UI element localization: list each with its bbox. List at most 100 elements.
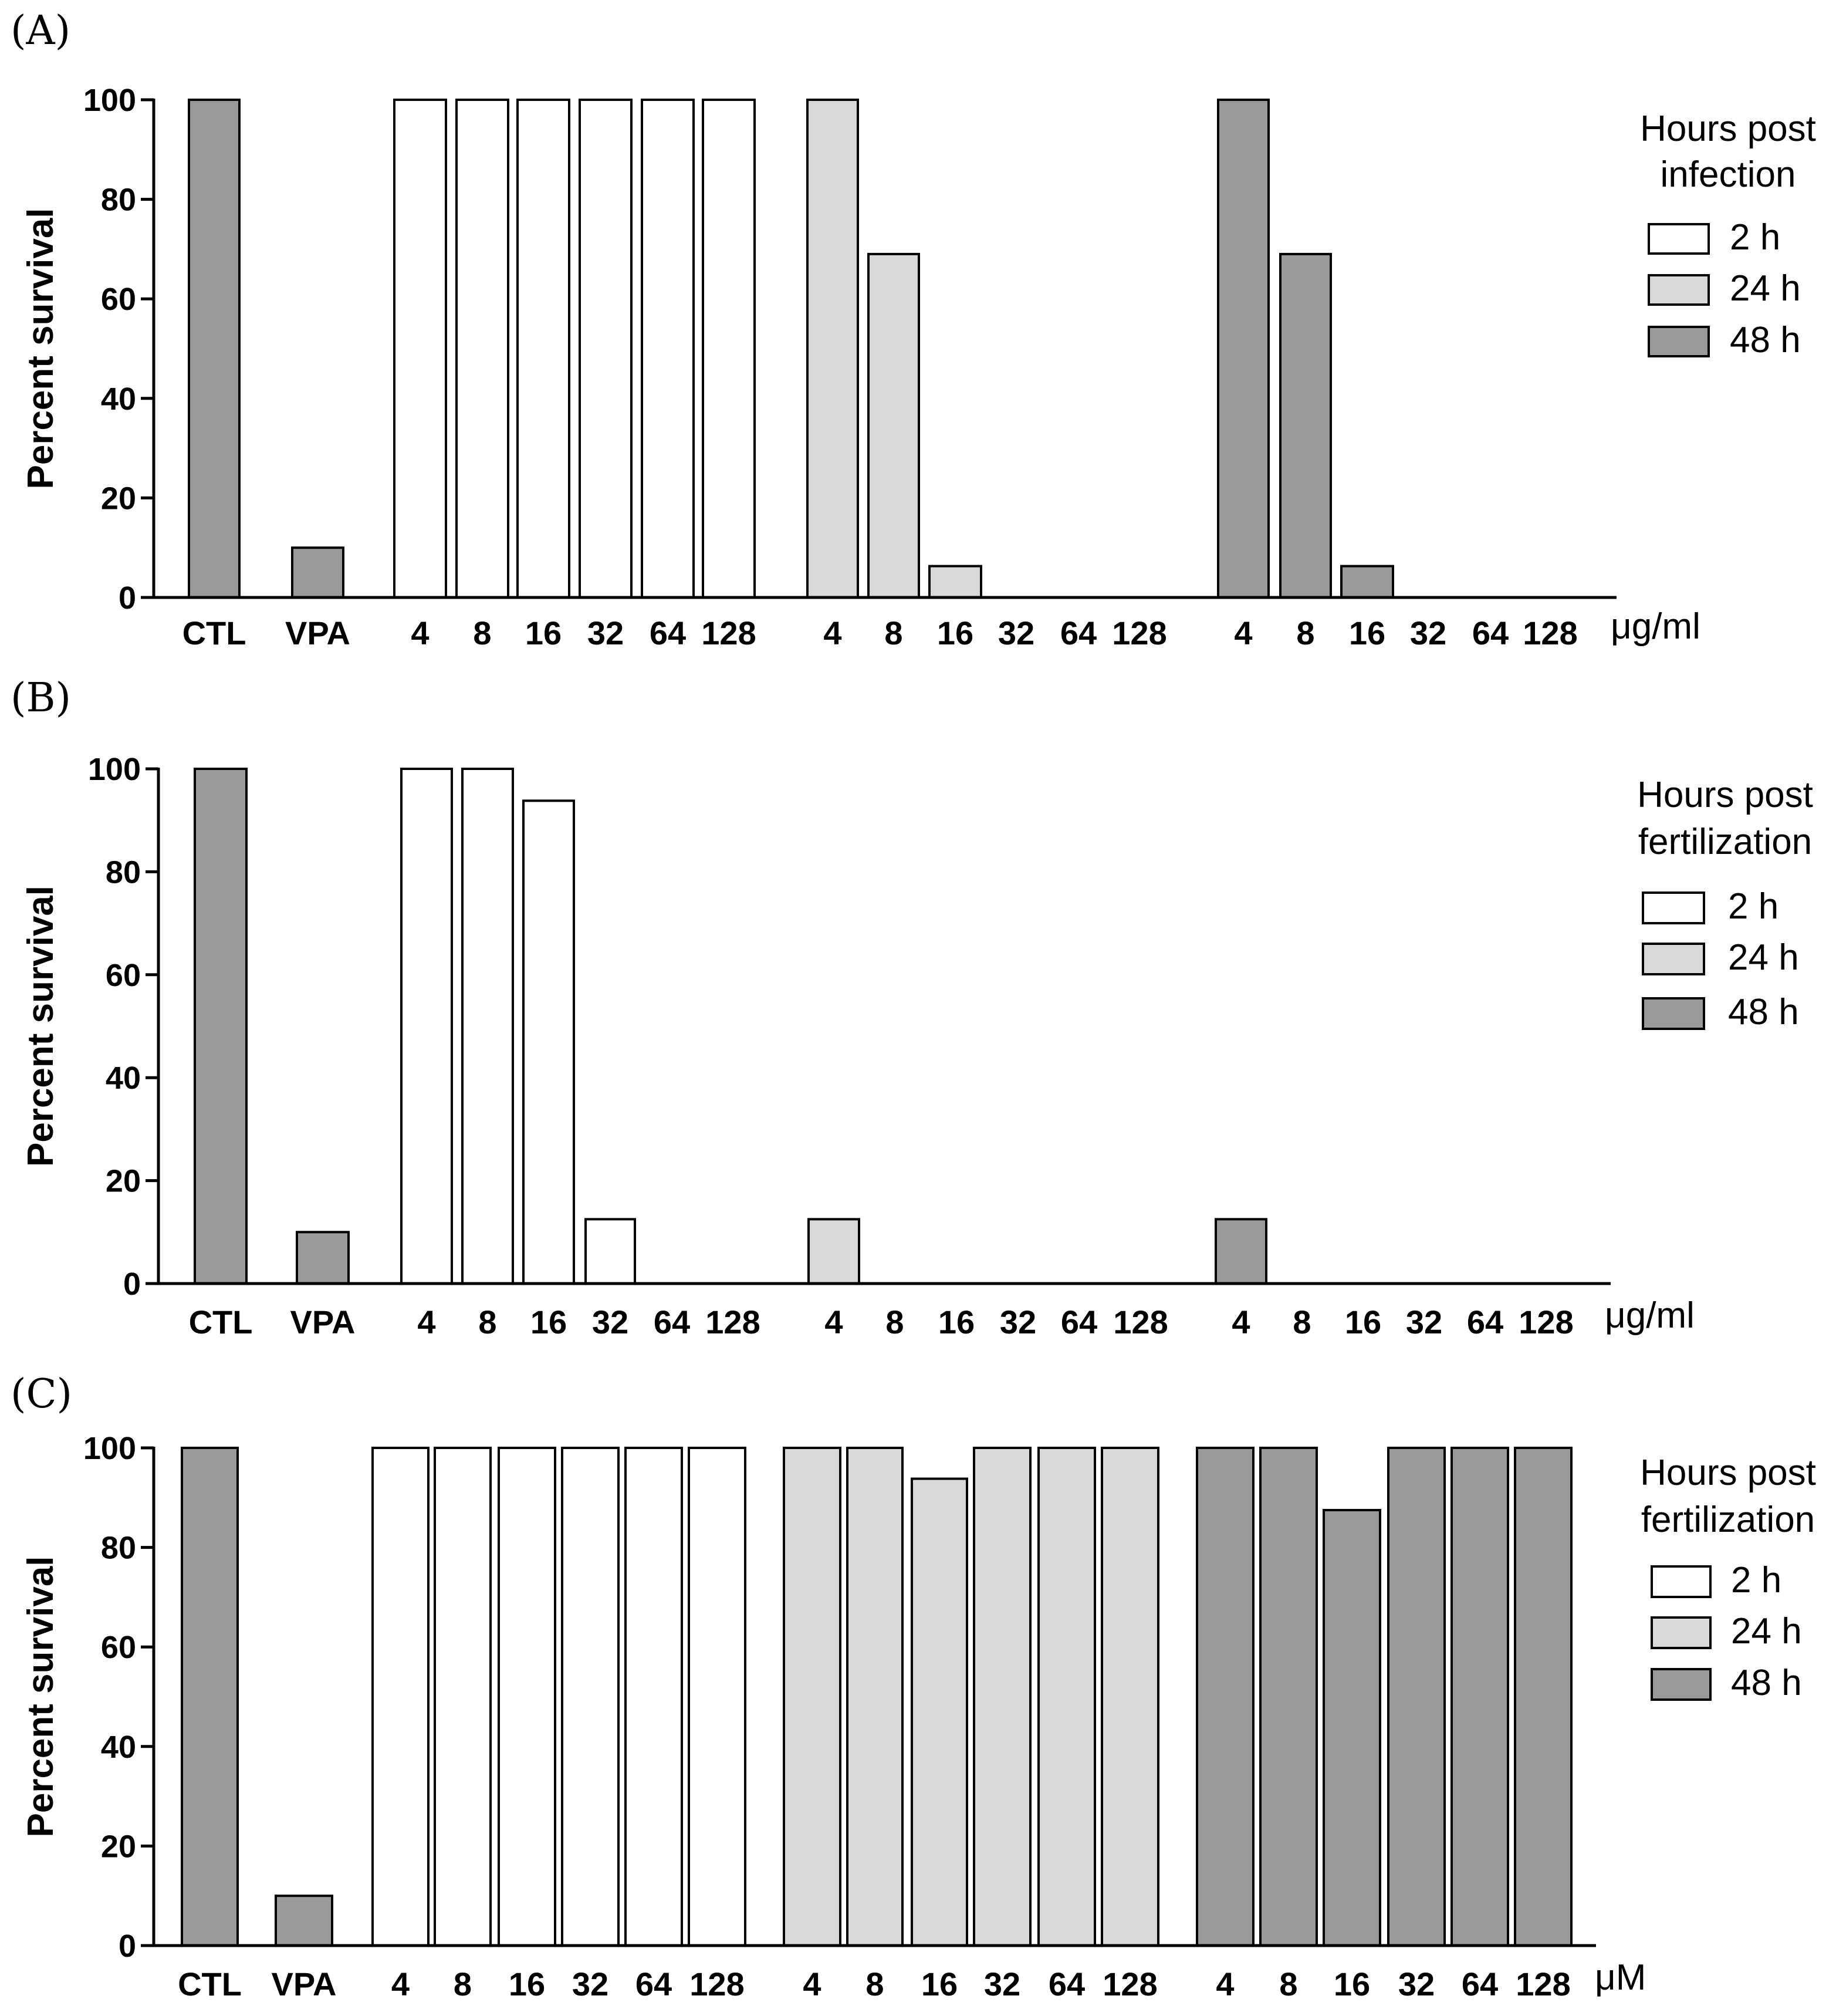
- x-tick-label: 8: [865, 1966, 884, 2003]
- bar-48h-16: [1323, 1509, 1381, 1947]
- bar-control-vpa: [275, 1895, 333, 1947]
- legend-title-line1: Hours post: [1637, 775, 1813, 815]
- bar-control-vpa: [296, 1231, 350, 1285]
- panel-label: (B): [11, 675, 71, 721]
- y-tick-label: 20: [106, 1164, 141, 1199]
- bar-2h-64: [641, 99, 695, 599]
- x-tick-label: 64: [1472, 614, 1509, 651]
- legend-item-label: 48 h: [1731, 1663, 1802, 1703]
- bar-2h-32: [561, 1447, 620, 1947]
- x-tick-label: 16: [937, 614, 973, 651]
- x-tick-label: 64: [1467, 1304, 1503, 1340]
- x-tick-label: 4: [823, 614, 841, 651]
- bar-control-ctl: [188, 99, 241, 599]
- bar-24h-8: [846, 1447, 904, 1947]
- legend-swatch-24h: [1642, 943, 1705, 975]
- x-tick-label: 128: [1519, 1304, 1573, 1340]
- legend: Hours post fertilization 2 h 24 h 48 h: [1637, 775, 1813, 1032]
- bar-2h-32: [579, 99, 633, 599]
- x-tick-label: 32: [998, 614, 1034, 651]
- panel-label: (A): [11, 8, 70, 54]
- x-tick-label: 16: [1334, 1966, 1370, 2003]
- legend-item-label: 48 h: [1730, 320, 1801, 360]
- legend-swatch-2h: [1648, 223, 1710, 255]
- legend-item-label: 24 h: [1728, 937, 1799, 978]
- bar-2h-4: [393, 99, 447, 599]
- legend-title-line1: Hours post: [1640, 109, 1816, 149]
- legend-swatch-24h: [1651, 1616, 1712, 1649]
- y-tick-label: 60: [101, 1630, 136, 1665]
- x-tick-label: 128: [1523, 614, 1577, 651]
- y-axis-title: Percent survival: [21, 886, 61, 1167]
- y-tick-label: 100: [83, 1431, 136, 1466]
- x-tick-label: 8: [1293, 1304, 1311, 1340]
- legend-swatch-2h: [1642, 892, 1705, 924]
- bar-2h-4: [400, 768, 453, 1285]
- x-tick-label: VPA: [290, 1304, 356, 1340]
- bar-control-ctl: [181, 1447, 239, 1947]
- x-tick-label: VPA: [285, 614, 350, 651]
- y-axis-title: Percent survival: [21, 1556, 61, 1837]
- bar-48h-4: [1215, 1218, 1267, 1285]
- x-tick-label: 4: [391, 1966, 410, 2003]
- x-tick-label: 32: [984, 1966, 1020, 2003]
- x-tick-label: 16: [525, 614, 562, 651]
- y-axis-title: Percent survival: [21, 208, 61, 489]
- bar-48h-8: [1259, 1447, 1318, 1947]
- bar-48h-128: [1514, 1447, 1573, 1947]
- legend-title-line2: infection: [1661, 154, 1796, 195]
- bar-24h-4: [806, 99, 859, 599]
- y-tick-label: 80: [106, 855, 141, 890]
- x-tick-label: 16: [530, 1304, 567, 1340]
- x-tick-label: 32: [1000, 1304, 1036, 1340]
- y-tick-label: 80: [101, 1531, 136, 1566]
- x-tick-label: 128: [701, 614, 756, 651]
- x-tick-label: 4: [417, 1304, 435, 1340]
- y-tick-label: 0: [123, 1267, 141, 1302]
- chart-panel-b: (B) CTL VPA 4 8 16 32 64 128 4 8 16 32 64 128 4 8 16 32 64 1…: [11, 675, 1813, 1340]
- bar-2h-16: [522, 799, 575, 1285]
- y-tick-label: 40: [101, 381, 136, 417]
- y-tick-label: 60: [106, 958, 141, 993]
- x-tick-label: 8: [478, 1304, 496, 1340]
- x-tick-label: 16: [938, 1304, 975, 1340]
- bar-24h-4: [783, 1447, 841, 1947]
- x-unit-label: μg/ml: [1605, 1295, 1695, 1336]
- legend: Hours post fertilization 2 h 24 h 48 h: [1640, 1453, 1816, 1703]
- x-tick-label: 8: [884, 614, 902, 651]
- x-tick-label: 16: [1345, 1304, 1381, 1340]
- bar-48h-16: [1340, 565, 1394, 599]
- panel-label: (C): [11, 1371, 72, 1417]
- x-tick-label: 16: [1349, 614, 1385, 651]
- x-tick-label: 128: [1516, 1966, 1570, 2003]
- x-tick-label: 64: [1060, 614, 1097, 651]
- legend-title-line2: fertilization: [1641, 1500, 1815, 1540]
- x-tick-label: 8: [1296, 614, 1314, 651]
- x-tick-label: 4: [1232, 1304, 1250, 1340]
- legend-swatch-48h: [1642, 997, 1705, 1030]
- x-tick-label: VPA: [272, 1966, 337, 2003]
- y-tick-label: 100: [83, 83, 136, 118]
- bar-2h-64: [624, 1447, 683, 1947]
- bar-48h-4: [1217, 99, 1270, 599]
- bar-2h-8: [461, 768, 514, 1285]
- legend-item-label: 2 h: [1731, 1560, 1781, 1600]
- x-tick-label: CTL: [189, 1304, 253, 1340]
- bar-2h-128: [702, 99, 756, 599]
- bar-24h-8: [867, 252, 920, 599]
- x-tick-label: 64: [1061, 1304, 1097, 1340]
- y-tick-label: 60: [101, 282, 136, 317]
- chart-panel-c: (C) CTL VPA 4 8 16 32 64 128 4 8 16 32 64 128 4 8 16 32 64 1…: [11, 1371, 1816, 2003]
- y-tick-label: 40: [106, 1061, 141, 1096]
- bar-48h-8: [1279, 252, 1332, 599]
- x-unit-label: μg/ml: [1611, 606, 1700, 647]
- x-tick-label: 4: [1234, 614, 1252, 651]
- bar-24h-16: [911, 1477, 968, 1947]
- bar-24h-16: [928, 565, 982, 599]
- bar-control-ctl: [194, 768, 248, 1285]
- x-tick-label: 4: [803, 1966, 821, 2003]
- legend-item-label: 24 h: [1730, 268, 1801, 309]
- x-tick-label: 32: [592, 1304, 628, 1340]
- y-tick-label: 0: [119, 1929, 136, 1964]
